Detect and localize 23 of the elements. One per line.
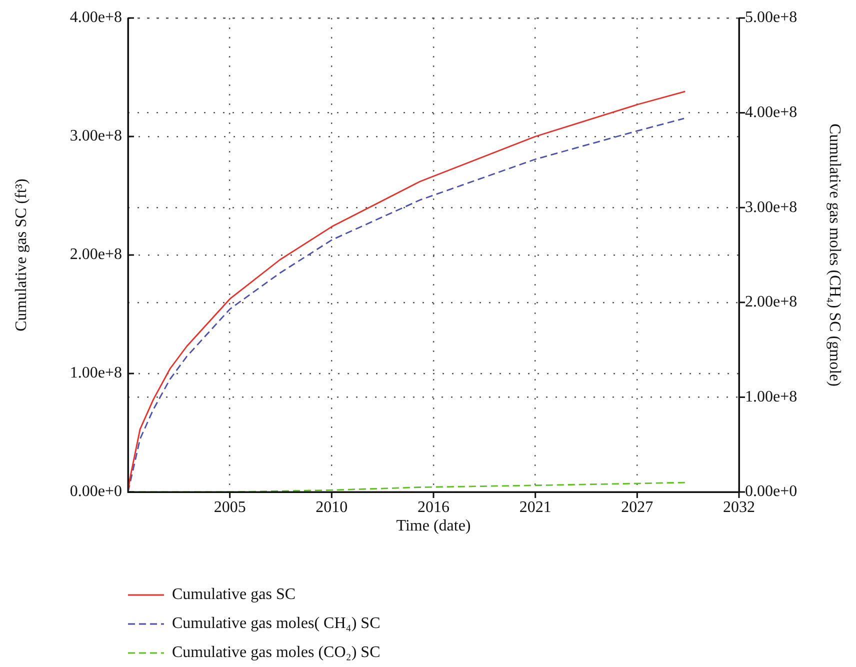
- y2-tick-label: 4.00e+8: [745, 104, 798, 122]
- legend-label: Cumulative gas moles( CH₄) SC: [172, 614, 380, 632]
- y2-tick-label: 2.00e+8: [745, 294, 798, 311]
- x-tick-label: 2016: [418, 498, 450, 516]
- y-tick-label: 4.00e+8: [70, 9, 122, 26]
- y2-axis-title: Cumulative gas moles (CH₄) SC (gmole): [826, 124, 844, 386]
- x-tick-label: 2021: [519, 498, 552, 516]
- x-tick-label: 2005: [214, 498, 246, 516]
- y2-tick-label: 0.00e+0: [745, 483, 798, 500]
- legend-label: Cumulative gas moles (CO₂) SC: [172, 644, 380, 662]
- y-tick-label: 3.00e+8: [70, 128, 122, 145]
- y-axis-title: Cumulative gas SC (ft³): [12, 178, 30, 332]
- y2-tick-label: 5.00e+8: [745, 9, 798, 26]
- y-tick-label: 2.00e+8: [70, 246, 122, 264]
- x-tick-label: 2032: [723, 498, 755, 516]
- y-tick-label: 1.00e+8: [70, 364, 122, 382]
- y2-tick-label: 3.00e+8: [745, 198, 798, 216]
- y-tick-label: 0.00e+0: [70, 483, 122, 500]
- x-tick-label: 2010: [316, 498, 348, 516]
- x-tick-label: 2027: [621, 498, 654, 516]
- x-axis-title: Time (date): [396, 518, 471, 535]
- legend-label: Cumulative gas SC: [172, 586, 296, 604]
- y2-tick-label: 1.00e+8: [745, 388, 798, 406]
